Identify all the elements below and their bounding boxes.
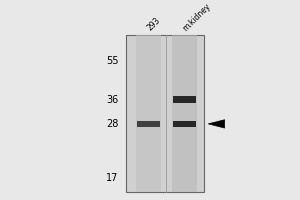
Bar (136, 35, 161, 192)
Bar (137, 121, 160, 127)
Bar (173, 96, 196, 103)
Text: 17: 17 (106, 173, 118, 183)
Bar (172, 35, 197, 192)
Bar (173, 121, 196, 127)
Polygon shape (208, 120, 225, 128)
Text: 293: 293 (146, 16, 162, 33)
Bar (126, 35, 204, 192)
Text: m.kidney: m.kidney (182, 1, 213, 33)
Text: 55: 55 (106, 56, 118, 66)
Text: 28: 28 (106, 119, 118, 129)
Text: 36: 36 (106, 95, 119, 105)
